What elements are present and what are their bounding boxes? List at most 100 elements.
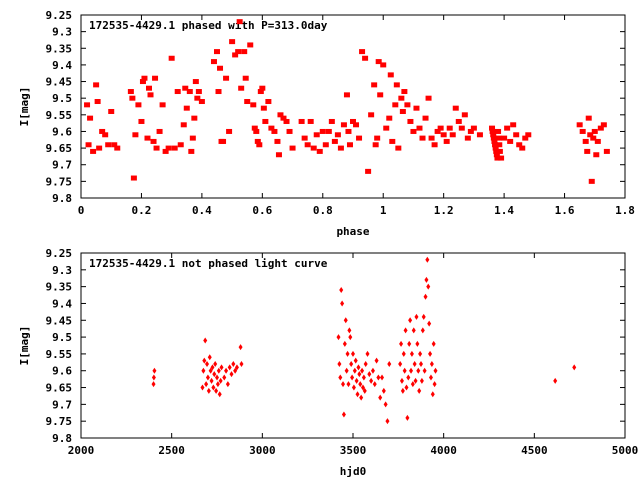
data-point (108, 108, 115, 114)
data-point (298, 118, 305, 124)
data-point (590, 135, 597, 141)
data-point (336, 334, 341, 341)
data-point (600, 122, 607, 128)
data-point (209, 377, 214, 384)
data-point (151, 381, 156, 388)
data-point (146, 85, 152, 91)
data-point (413, 105, 420, 111)
data-point (350, 118, 356, 124)
data-point (144, 135, 151, 141)
x-tick-label: 0.2 (132, 204, 152, 217)
data-point (387, 72, 394, 78)
data-point (422, 367, 427, 374)
data-point (452, 105, 459, 111)
data-point (489, 128, 496, 134)
data-point (195, 89, 202, 95)
data-point (337, 145, 344, 151)
data-point (360, 384, 365, 391)
data-point (99, 128, 106, 134)
data-point (168, 55, 175, 61)
data-point (413, 377, 418, 384)
data-point (431, 340, 436, 347)
data-point (319, 128, 326, 134)
x-tick-label: 2000 (68, 444, 95, 457)
data-point (274, 138, 281, 144)
y-axis-label: I[mag] (18, 87, 31, 127)
data-point (224, 367, 229, 374)
data-point (409, 350, 414, 357)
data-point (399, 340, 404, 347)
data-point (372, 381, 377, 388)
y-tick-label: 9.3 (52, 264, 72, 277)
data-point (150, 138, 157, 144)
data-point (132, 132, 139, 138)
data-point (227, 364, 232, 371)
data-point (467, 128, 474, 134)
data-point (207, 354, 212, 361)
data-point (238, 344, 243, 351)
data-point (356, 364, 361, 371)
y-tick-label: 9.8 (52, 432, 72, 445)
chart-title: 172535-4429.1 not phased light curve (89, 257, 328, 270)
y-tick-label: 9.65 (46, 382, 73, 395)
data-point (147, 92, 154, 98)
data-point (585, 115, 592, 121)
data-point (490, 132, 497, 138)
data-point (501, 135, 508, 141)
data-point (346, 381, 351, 388)
data-point (594, 138, 601, 144)
y-tick-label: 9.35 (46, 281, 73, 294)
data-point (214, 49, 220, 55)
data-point (507, 138, 514, 144)
data-point (217, 391, 222, 398)
y-tick-label: 9.45 (46, 314, 73, 327)
data-point (422, 115, 429, 121)
data-point (370, 367, 375, 374)
data-point (151, 374, 156, 381)
data-point (280, 115, 287, 121)
data-point (235, 49, 242, 55)
data-point (352, 367, 357, 374)
data-point (410, 128, 417, 134)
data-point (489, 125, 496, 131)
data-point (498, 155, 505, 161)
data-point (428, 374, 433, 381)
data-point (353, 122, 360, 128)
data-point (470, 125, 477, 131)
data-point (347, 327, 352, 334)
data-point (362, 387, 367, 394)
data-point (426, 283, 431, 290)
data-point (215, 374, 219, 381)
data-point (343, 92, 350, 98)
data-point (415, 340, 420, 347)
data-point (516, 142, 523, 148)
data-point (129, 95, 136, 101)
y-tick-label: 9.4 (52, 59, 72, 72)
data-point (159, 102, 166, 108)
x-tick-label: 0.4 (192, 204, 212, 217)
data-point (365, 350, 370, 357)
data-point (525, 132, 532, 138)
data-point (205, 361, 210, 367)
data-point (401, 89, 408, 95)
data-point (437, 125, 444, 131)
data-point (428, 135, 435, 141)
x-tick-label: 1.6 (555, 204, 575, 217)
data-point (430, 391, 435, 398)
data-point (597, 125, 604, 131)
data-point (490, 135, 497, 141)
data-point (493, 152, 500, 158)
data-point (359, 394, 364, 401)
data-point (189, 135, 196, 141)
data-point (174, 89, 181, 95)
data-point (251, 125, 258, 131)
data-point (464, 135, 471, 141)
y-tick-label: 9.8 (52, 192, 72, 205)
data-point (206, 387, 211, 394)
data-point (400, 387, 405, 394)
data-point (200, 384, 205, 391)
data-point (492, 145, 499, 151)
data-point (165, 145, 172, 151)
data-point (579, 128, 586, 134)
data-point (496, 148, 503, 154)
